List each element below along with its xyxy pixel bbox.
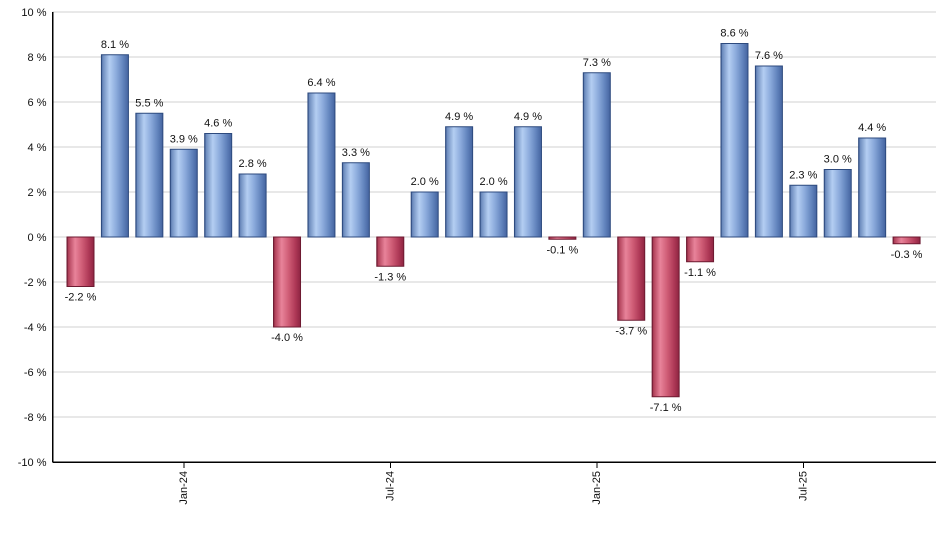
y-axis-labels: 10 % 8 % 6 % 4 % 2 % 0 % -2 % -4 % -6 % -8 % -10 % [18, 7, 47, 469]
bar-value-label: -2.2 % [65, 292, 97, 304]
positive-return-bar [513, 126, 542, 238]
negative-return-bar [548, 236, 577, 240]
bar-value-label: 2.8 % [239, 158, 267, 170]
positive-return-bar [169, 148, 198, 238]
positive-return-bar [100, 54, 129, 238]
positive-return-bar [720, 43, 749, 238]
negative-return-bar [651, 236, 680, 398]
y-axis-tick-label: 8 % [28, 52, 47, 64]
y-axis-tick-label: -6 % [24, 367, 47, 379]
bar-value-label: 3.0 % [824, 154, 852, 166]
x-axis-tick-label: Jul-24 [384, 471, 396, 501]
y-axis-tick-label: -10 % [18, 457, 47, 469]
negative-return-bar [376, 236, 405, 267]
negative-return-bar [617, 236, 646, 321]
positive-return-bar [823, 169, 852, 238]
negative-return-bar [686, 236, 715, 263]
y-axis-tick-label: 4 % [28, 142, 47, 154]
positive-return-bar [479, 191, 508, 238]
y-axis-tick-label: -8 % [24, 412, 47, 424]
bar-value-label: 4.4 % [858, 122, 886, 134]
y-axis-tick-label: 2 % [28, 187, 47, 199]
bar-value-label: 3.9 % [170, 133, 198, 145]
y-axis-tick-label: 0 % [28, 232, 47, 244]
bar-value-label: 4.9 % [514, 111, 542, 123]
y-axis-tick-label: 6 % [28, 97, 47, 109]
x-axis-labels: Jan-24 Jul-24 Jan-25 Jul-25 [178, 462, 809, 505]
bar-value-label: -7.1 % [650, 402, 682, 414]
positive-return-bar [582, 72, 611, 238]
bar-value-label: 3.3 % [342, 147, 370, 159]
bar-value-label: 5.5 % [135, 97, 163, 109]
bar-value-label: 8.1 % [101, 39, 129, 51]
negative-return-bar [66, 236, 95, 287]
bar-value-label: 2.0 % [479, 176, 507, 188]
positive-return-bar [789, 184, 818, 238]
x-axis-tick-label: Jan-24 [178, 471, 190, 505]
bar-value-labels: -2.2 % 8.1 % 5.5 % 3.9 % 4.6 % 2.8 % -4.0 % 6.4… [65, 28, 923, 414]
bars [66, 43, 921, 398]
bar-value-label: 8.6 % [720, 28, 748, 40]
negative-return-bar [892, 236, 921, 245]
x-axis-tick-label: Jul-25 [797, 471, 809, 501]
positive-return-bar [238, 173, 267, 238]
negative-return-bar [273, 236, 302, 328]
bar-value-label: -0.1 % [546, 244, 578, 256]
bar-value-label: 7.6 % [755, 50, 783, 62]
positive-return-bar [341, 162, 370, 238]
bar-value-label: -3.7 % [615, 325, 647, 337]
bar-value-label: -4.0 % [271, 332, 303, 344]
bar-value-label: -1.1 % [684, 267, 716, 279]
bar-value-label: -0.3 % [891, 249, 923, 261]
positive-return-bar [445, 126, 474, 238]
positive-return-bar [410, 191, 439, 238]
positive-return-bar [135, 112, 164, 238]
y-axis-tick-label: -2 % [24, 277, 47, 289]
positive-return-bar [307, 92, 336, 238]
bar-value-label: 4.9 % [445, 111, 473, 123]
bar-value-label: -1.3 % [374, 271, 406, 283]
y-axis-tick-label: 10 % [21, 7, 46, 19]
bar-value-label: 2.3 % [789, 169, 817, 181]
y-axis-tick-label: -4 % [24, 322, 47, 334]
bar-value-label: 6.4 % [307, 77, 335, 89]
bar-value-label: 7.3 % [583, 57, 611, 69]
positive-return-bar [204, 133, 233, 238]
bar-value-label: 2.0 % [411, 176, 439, 188]
positive-return-bar [858, 137, 887, 238]
x-axis-tick-label: Jan-25 [591, 471, 603, 505]
positive-return-bar [754, 65, 783, 238]
bar-value-label: 4.6 % [204, 118, 232, 130]
